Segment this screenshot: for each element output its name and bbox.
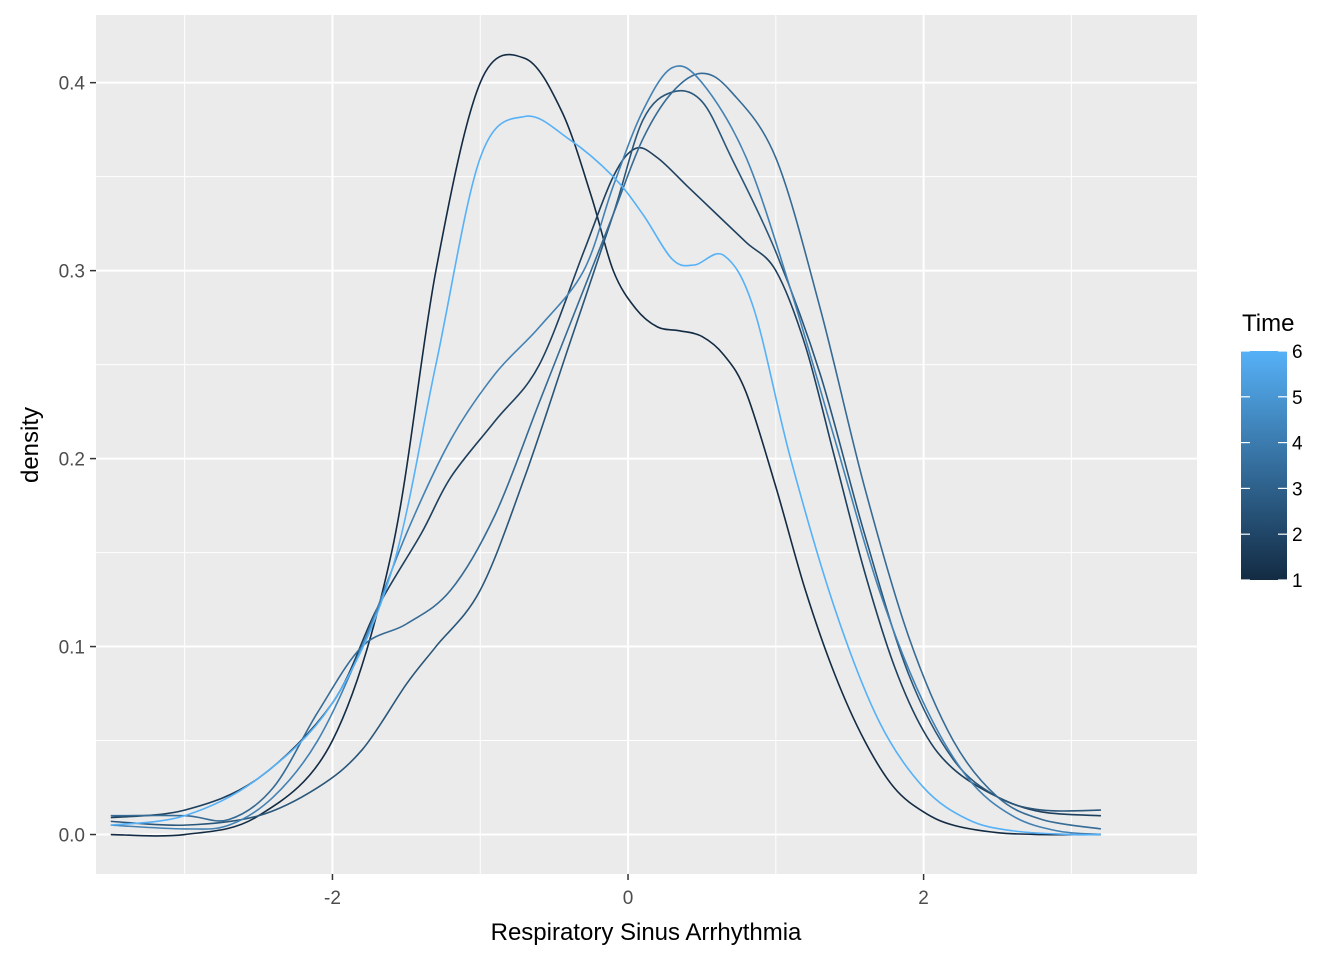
legend-colorbar (1241, 351, 1287, 580)
y-tick-label: 0.1 (59, 638, 85, 659)
density-line-time-5 (110, 65, 1102, 836)
legend-tick-label: 1 (1292, 571, 1303, 592)
y-axis-title: density (17, 407, 44, 483)
y-tick-label: 0.3 (59, 262, 85, 283)
plot-panel (96, 15, 1197, 874)
y-tick-label: 0.2 (59, 450, 85, 471)
x-tick-label: 0 (623, 888, 634, 909)
legend-ticks: 1 2 3 4 5 6 (1241, 342, 1303, 592)
legend-tick-label: 2 (1292, 525, 1303, 546)
legend-tick-label: 5 (1292, 388, 1303, 409)
legend: Time 1 2 3 4 5 6 (1241, 310, 1303, 592)
y-tick-label: 0.4 (59, 74, 86, 95)
density-line-time-4 (110, 72, 1102, 830)
x-axis-title: Respiratory Sinus Arrhythmia (491, 919, 802, 946)
density-line-time-6 (110, 115, 1101, 836)
density-line-time-3 (110, 89, 1101, 827)
y-tick-label: 0.0 (59, 826, 85, 847)
density-line-time-1 (110, 53, 1101, 837)
y-axis: 0.0 0.1 0.2 0.3 0.4 (59, 74, 96, 847)
legend-title: Time (1242, 310, 1294, 337)
density-line-time-2 (110, 146, 1101, 819)
x-tick-label: -2 (324, 888, 341, 909)
major-gridlines (96, 15, 1197, 874)
x-tick-label: 2 (918, 888, 929, 909)
legend-tick-label: 6 (1292, 342, 1303, 363)
legend-tick-label: 3 (1292, 479, 1303, 500)
x-axis: -2 0 2 (324, 874, 929, 909)
legend-tick-label: 4 (1292, 434, 1303, 455)
density-lines (110, 53, 1102, 837)
